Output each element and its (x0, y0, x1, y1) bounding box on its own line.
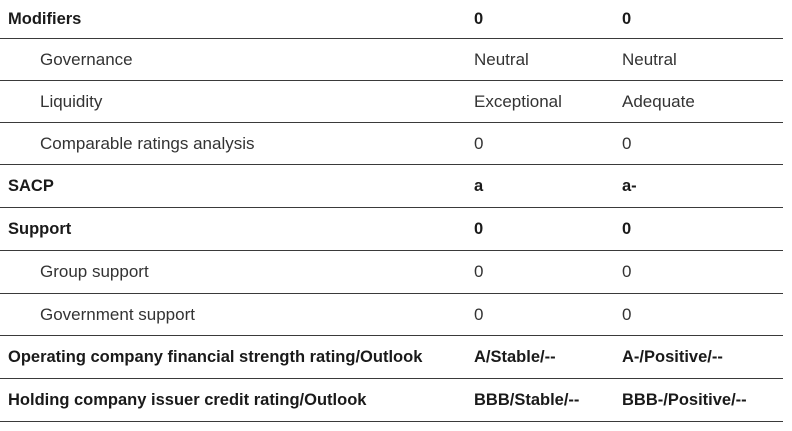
row-label: Government support (40, 304, 195, 324)
row-value-col2: 0 (622, 304, 632, 324)
row-value-col2: 0 (622, 9, 632, 28)
table-row-modifiers: Modifiers 0 0 (0, 0, 783, 39)
row-value-col1: 0 (474, 133, 484, 153)
row-label: Comparable ratings analysis (40, 133, 255, 153)
row-value-col2: A-/Positive/-- (622, 347, 723, 366)
row-value-col1: 0 (474, 304, 484, 324)
row-label: Operating company financial strength rat… (8, 347, 423, 366)
table-row-comparable-ratings: Comparable ratings analysis 0 0 (0, 123, 783, 165)
table-row-group-support: Group support 0 0 (0, 251, 783, 294)
table-row-liquidity: Liquidity Exceptional Adequate (0, 81, 783, 123)
row-label: Modifiers (8, 9, 82, 28)
row-value-col2: BBB-/Positive/-- (622, 390, 747, 409)
table-row-sacp: SACP a a- (0, 165, 783, 208)
row-value-col2: 0 (622, 219, 632, 238)
table-row-holding-company-rating: Holding company issuer credit rating/Out… (0, 379, 783, 422)
row-value-col2: a- (622, 176, 637, 195)
row-value-col1: Exceptional (474, 91, 562, 111)
row-value-col1: Neutral (474, 49, 529, 69)
table-row-government-support: Government support 0 0 (0, 294, 783, 336)
table-row-support: Support 0 0 (0, 208, 783, 251)
row-value-col2: 0 (622, 262, 632, 281)
row-label: Group support (40, 262, 149, 281)
row-value-col2: Neutral (622, 49, 677, 69)
row-value-col1: 0 (474, 262, 484, 281)
row-label: Support (8, 219, 72, 238)
row-value-col1: a (474, 176, 484, 195)
row-label: Governance (40, 49, 133, 69)
row-label: Liquidity (40, 91, 103, 111)
row-value-col1: 0 (474, 9, 484, 28)
row-value-col1: 0 (474, 219, 484, 238)
row-label: Holding company issuer credit rating/Out… (8, 390, 367, 409)
table-row-governance: Governance Neutral Neutral (0, 39, 783, 81)
row-label: SACP (8, 176, 54, 195)
row-value-col2: 0 (622, 133, 632, 153)
table-row-operating-company-rating: Operating company financial strength rat… (0, 336, 783, 379)
row-value-col2: Adequate (622, 91, 695, 111)
row-value-col1: BBB/Stable/-- (474, 390, 580, 409)
row-value-col1: A/Stable/-- (474, 347, 556, 366)
